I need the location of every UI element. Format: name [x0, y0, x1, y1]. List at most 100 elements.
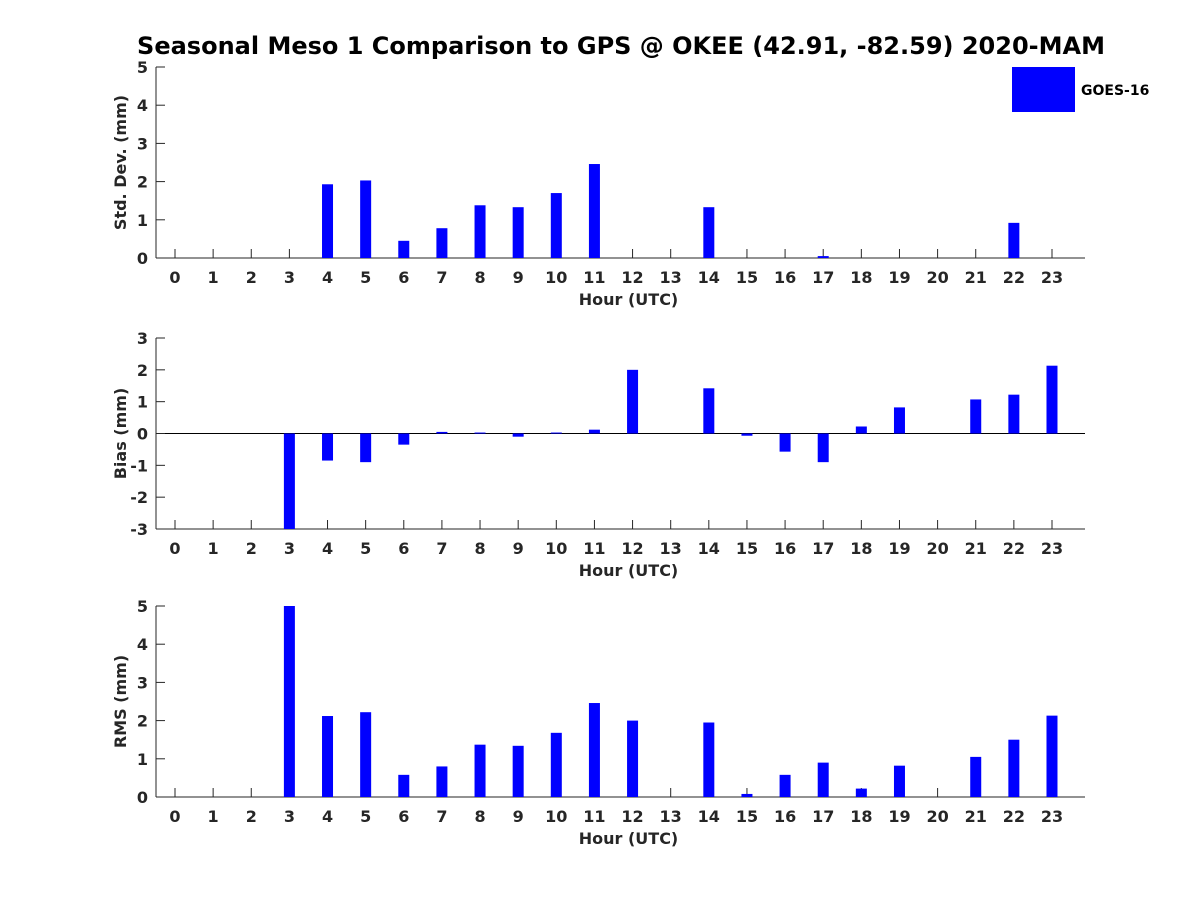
std-dev-x-tick-label: 21 — [965, 268, 987, 287]
std-dev-x-tick-label: 18 — [850, 268, 872, 287]
bias-bar-hour-17 — [817, 433, 829, 463]
std-dev-bar-hour-14 — [703, 207, 715, 258]
std-dev-x-tick-label: 13 — [660, 268, 682, 287]
rms-x-tick-label: 3 — [284, 807, 295, 826]
std-dev-x-tick-label: 16 — [774, 268, 796, 287]
std-dev-x-tick-label: 17 — [812, 268, 834, 287]
rms-bar-hour-19 — [893, 765, 905, 797]
rms-bar-hour-21 — [970, 756, 982, 797]
std-dev-x-tick-label: 4 — [322, 268, 333, 287]
bias-x-tick-label: 21 — [965, 539, 987, 558]
bias-x-tick-label: 9 — [513, 539, 524, 558]
bias-bar-hour-11 — [588, 429, 600, 434]
rms-bar-hour-23 — [1046, 715, 1058, 797]
bias-x-tick-label: 16 — [774, 539, 796, 558]
bias-x-tick-label: 5 — [360, 539, 371, 558]
std-dev-x-tick-label: 0 — [169, 268, 180, 287]
bias-bar-hour-5 — [360, 433, 372, 463]
rms-x-tick-label: 7 — [436, 807, 447, 826]
rms-bar-hour-3 — [283, 606, 295, 797]
std-dev-bar-hour-22 — [1008, 222, 1020, 258]
bias-x-tick-label: 13 — [660, 539, 682, 558]
rms-y-tick-label: 5 — [137, 597, 148, 616]
rms-x-tick-label: 12 — [621, 807, 643, 826]
rms-x-tick-label: 8 — [474, 807, 485, 826]
bias-y-tick-label: 3 — [137, 329, 148, 348]
rms-bar-hour-14 — [703, 722, 715, 797]
rms-y-tick-label: 2 — [137, 712, 148, 731]
rms-y-tick-label: 3 — [137, 673, 148, 692]
rms-x-tick-label: 11 — [583, 807, 605, 826]
bias-x-tick-label: 10 — [545, 539, 567, 558]
std-dev-x-tick-label: 15 — [736, 268, 758, 287]
bias-x-tick-label: 3 — [284, 539, 295, 558]
std-dev-x-tick-label: 23 — [1041, 268, 1063, 287]
rms-y-tick-label: 4 — [137, 635, 148, 654]
bias-x-tick-label: 18 — [850, 539, 872, 558]
bias-x-tick-label: 20 — [926, 539, 948, 558]
std-dev-x-tick-label: 7 — [436, 268, 447, 287]
rms-x-tick-label: 23 — [1041, 807, 1063, 826]
bias-bar-hour-21 — [970, 399, 982, 434]
rms-bar-hour-16 — [779, 774, 791, 797]
bias-bar-hour-4 — [322, 433, 334, 461]
bias-bar-hour-3 — [283, 433, 295, 529]
bias-y-tick-label: -3 — [130, 520, 148, 539]
rms-x-tick-label: 5 — [360, 807, 371, 826]
rms-x-tick-label: 6 — [398, 807, 409, 826]
rms-x-tick-label: 15 — [736, 807, 758, 826]
std-dev-y-tick-label: 0 — [137, 249, 148, 268]
rms-x-tick-label: 14 — [698, 807, 720, 826]
rms-x-tick-label: 22 — [1003, 807, 1025, 826]
bias-bar-hour-10 — [550, 432, 562, 434]
chart-title: Seasonal Meso 1 Comparison to GPS @ OKEE… — [137, 32, 1105, 60]
rms-x-tick-label: 19 — [888, 807, 910, 826]
bias-x-tick-label: 7 — [436, 539, 447, 558]
bias-y-tick-label: 2 — [137, 361, 148, 380]
bias-x-tick-label: 6 — [398, 539, 409, 558]
std-dev-bar-hour-17 — [817, 256, 829, 258]
bias-y-tick-label: -1 — [130, 456, 148, 475]
std-dev-bar-hour-11 — [588, 164, 600, 258]
legend-swatch — [1012, 67, 1075, 112]
std-dev-bar-hour-9 — [512, 207, 524, 258]
rms-x-tick-label: 1 — [208, 807, 219, 826]
rms-bar-hour-5 — [360, 712, 372, 797]
bias-bar-hour-12 — [627, 369, 639, 434]
std-dev-x-tick-label: 6 — [398, 268, 409, 287]
rms-bar-hour-7 — [436, 766, 448, 797]
bias-y-axis-label: Bias (mm) — [111, 388, 130, 480]
rms-bar-hour-8 — [474, 744, 486, 797]
bias-x-tick-label: 14 — [698, 539, 720, 558]
std-dev-x-tick-label: 5 — [360, 268, 371, 287]
std-dev-bar-hour-7 — [436, 228, 448, 258]
std-dev-x-tick-label: 2 — [246, 268, 257, 287]
bias-x-tick-label: 2 — [246, 539, 257, 558]
std-dev-x-tick-label: 12 — [621, 268, 643, 287]
std-dev-x-axis-label: Hour (UTC) — [579, 290, 679, 309]
bias-bar-hour-22 — [1008, 394, 1020, 434]
bias-x-tick-label: 17 — [812, 539, 834, 558]
bias-bar-hour-6 — [398, 433, 410, 445]
bias-x-tick-label: 15 — [736, 539, 758, 558]
bias-x-tick-label: 8 — [474, 539, 485, 558]
bias-x-tick-label: 23 — [1041, 539, 1063, 558]
std-dev-y-axis-label: Std. Dev. (mm) — [111, 95, 130, 230]
bias-bar-hour-19 — [893, 407, 905, 434]
bias-x-axis-label: Hour (UTC) — [579, 561, 679, 580]
legend-label: GOES-16 — [1081, 83, 1149, 99]
rms-x-tick-label: 9 — [513, 807, 524, 826]
bias-bar-hour-8 — [474, 432, 486, 434]
bias-bar-hour-14 — [703, 388, 715, 434]
bias-y-tick-label: -2 — [130, 488, 148, 507]
bias-bar-hour-18 — [855, 426, 867, 434]
std-dev-x-tick-label: 11 — [583, 268, 605, 287]
rms-bar-hour-9 — [512, 745, 524, 797]
std-dev-bar-hour-10 — [550, 193, 562, 258]
bias-bar-hour-23 — [1046, 365, 1058, 434]
std-dev-x-tick-label: 10 — [545, 268, 567, 287]
bias-y-tick-label: 0 — [137, 425, 148, 444]
